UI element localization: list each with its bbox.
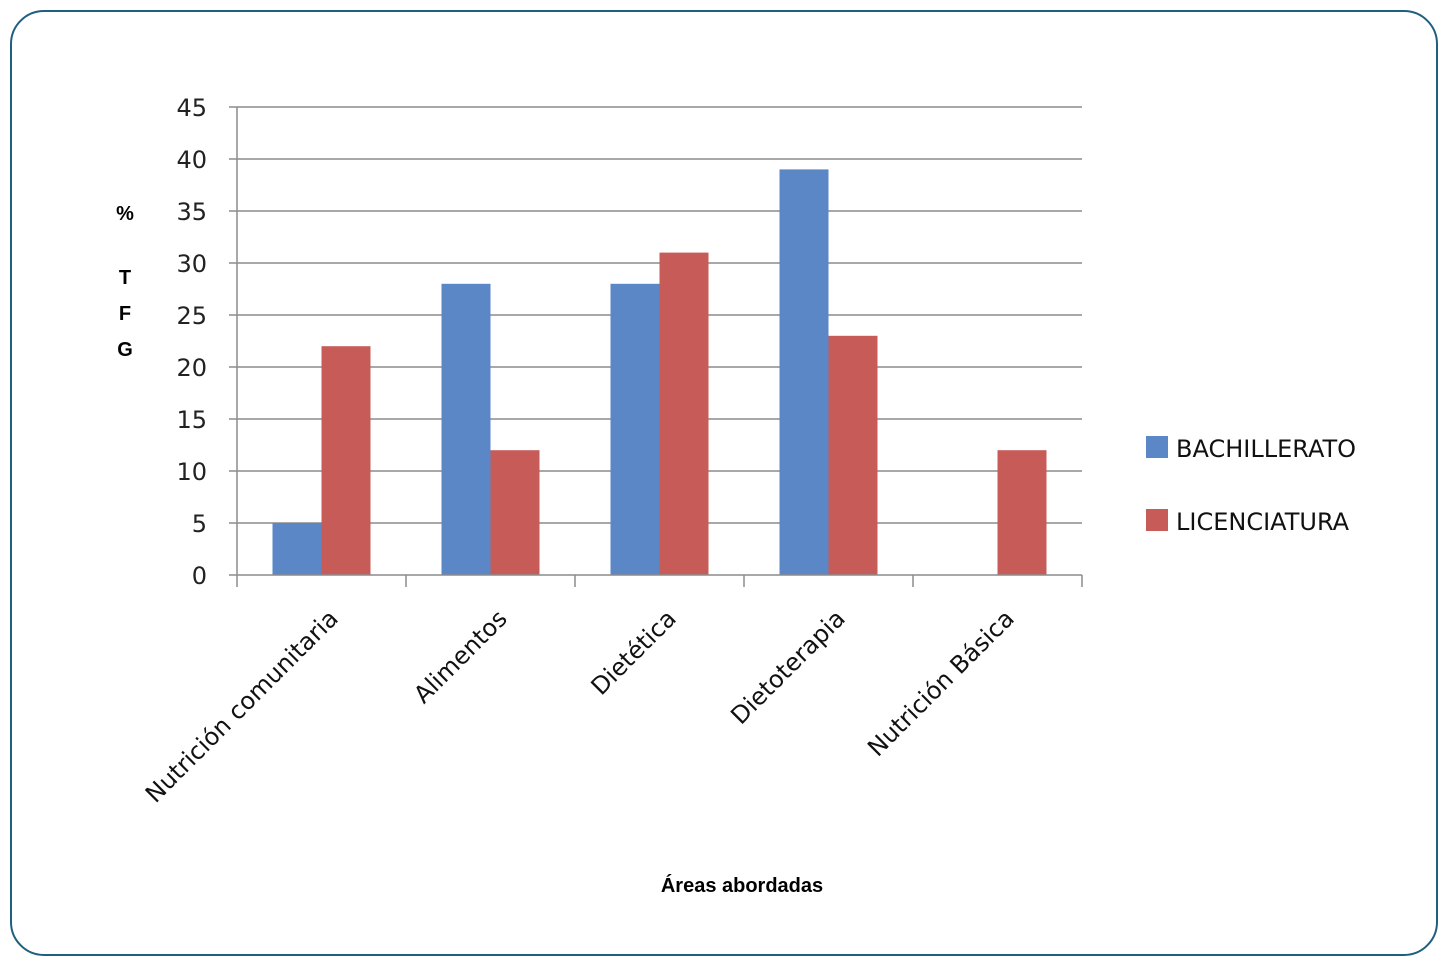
category-labels: Nutrición comunitaria Alimentos Dietética D… bbox=[140, 604, 1020, 808]
y-axis-title-line: F bbox=[119, 303, 131, 325]
y-tick-label: 35 bbox=[176, 198, 207, 226]
y-tick-label: 15 bbox=[176, 406, 207, 434]
category-label: Dietética bbox=[586, 604, 682, 700]
bar-licenciatura-3 bbox=[828, 335, 878, 575]
x-axis-title: Áreas abordadas bbox=[661, 874, 823, 897]
y-tick-label: 45 bbox=[176, 94, 207, 122]
bar-bachillerato-2 bbox=[610, 283, 660, 575]
axes bbox=[236, 107, 1083, 587]
y-tick-label: 10 bbox=[176, 458, 207, 486]
bar-bachillerato-0 bbox=[272, 523, 322, 575]
bar-bachillerato-3 bbox=[779, 169, 829, 575]
y-tick-label: 5 bbox=[192, 510, 207, 538]
y-tick-label: 0 bbox=[192, 562, 207, 590]
legend-label-licenciatura: LICENCIATURA bbox=[1176, 508, 1350, 536]
legend-swatch-licenciatura bbox=[1146, 509, 1168, 531]
bar-licenciatura-1 bbox=[490, 450, 540, 575]
bar-licenciatura-0 bbox=[321, 346, 371, 575]
category-label: Alimentos bbox=[408, 604, 512, 708]
bar-bachillerato-1 bbox=[441, 283, 491, 575]
y-tick-label: 25 bbox=[176, 302, 207, 330]
legend-label-bachillerato: BACHILLERATO bbox=[1176, 435, 1356, 463]
category-label: Dietoterapia bbox=[725, 604, 850, 729]
y-tick-label: 40 bbox=[176, 146, 207, 174]
y-axis-title-line: G bbox=[117, 339, 133, 361]
legend-swatch-bachillerato bbox=[1146, 436, 1168, 458]
y-axis-title: % TFG bbox=[116, 203, 134, 361]
chart-frame bbox=[10, 10, 1438, 956]
bar-licenciatura-4 bbox=[997, 450, 1047, 575]
y-axis-title-line: T bbox=[119, 267, 131, 289]
y-axis-title-line: % bbox=[116, 203, 134, 225]
y-axis-ticks: 0 5 10 15 20 25 30 35 40 45 bbox=[176, 94, 237, 590]
bars bbox=[272, 169, 1047, 575]
category-label: Nutrición Básica bbox=[862, 604, 1020, 762]
y-tick-label: 30 bbox=[176, 250, 207, 278]
bar-licenciatura-2 bbox=[659, 252, 709, 575]
category-label: Nutrición comunitaria bbox=[140, 604, 344, 808]
legend: BACHILLERATO LICENCIATURA bbox=[1146, 435, 1356, 536]
y-tick-label: 20 bbox=[176, 354, 207, 382]
